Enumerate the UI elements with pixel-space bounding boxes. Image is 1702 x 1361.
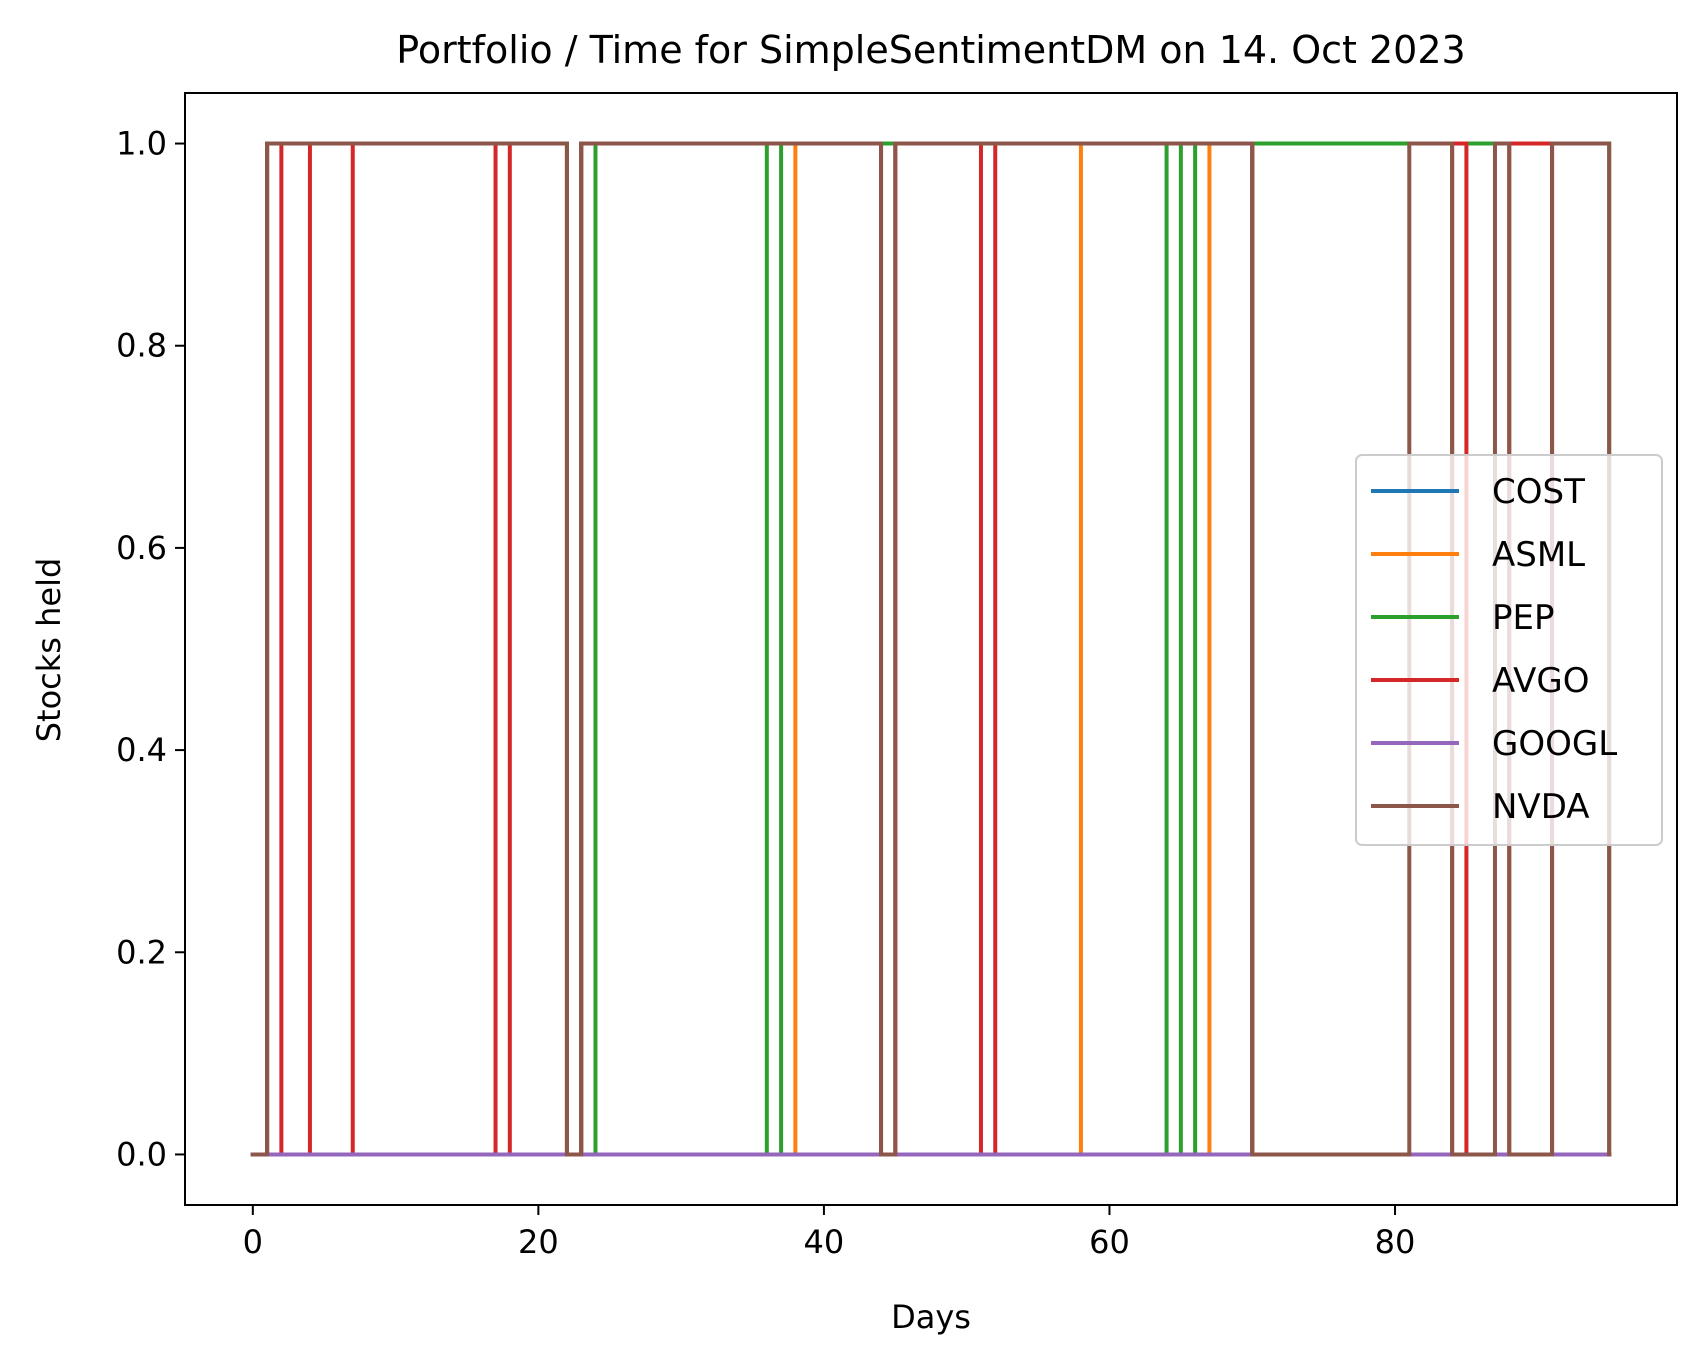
legend-label-nvda: NVDA — [1492, 787, 1590, 827]
x-axis-label: Days — [891, 1298, 971, 1336]
legend: COST ASML PEP AVGO GOOGL NVDA — [1355, 454, 1663, 846]
legend-label-avgo: AVGO — [1492, 661, 1589, 701]
y-tick-label: 0.0 — [116, 1135, 167, 1173]
y-axis-ticks: 0.0 0.2 0.4 0.6 0.8 1.0 — [116, 125, 185, 1173]
y-tick-label: 0.2 — [116, 933, 167, 971]
x-tick-label: 60 — [1089, 1223, 1130, 1261]
series-line-nvda — [250, 141, 1612, 1157]
x-axis-ticks: 0 20 40 60 80 — [243, 1205, 1416, 1261]
legend-label-cost: COST — [1492, 472, 1585, 512]
legend-label-pep: PEP — [1492, 598, 1555, 638]
plot-frame — [184, 92, 1678, 1206]
y-tick-label: 1.0 — [116, 125, 167, 163]
x-tick-label: 80 — [1375, 1223, 1416, 1261]
plot-lines — [250, 141, 1612, 1157]
chart-title: Portfolio / Time for SimpleSentimentDM o… — [396, 28, 1465, 72]
legend-label-googl: GOOGL — [1492, 724, 1617, 764]
legend-label-asml: ASML — [1492, 535, 1585, 575]
x-tick-label: 20 — [518, 1223, 559, 1261]
y-axis-label: Stocks held — [30, 558, 68, 743]
y-tick-label: 0.8 — [116, 327, 167, 365]
y-tick-label: 0.6 — [116, 529, 167, 567]
x-tick-label: 0 — [243, 1223, 263, 1261]
y-tick-label: 0.4 — [116, 731, 167, 769]
x-tick-label: 40 — [804, 1223, 845, 1261]
